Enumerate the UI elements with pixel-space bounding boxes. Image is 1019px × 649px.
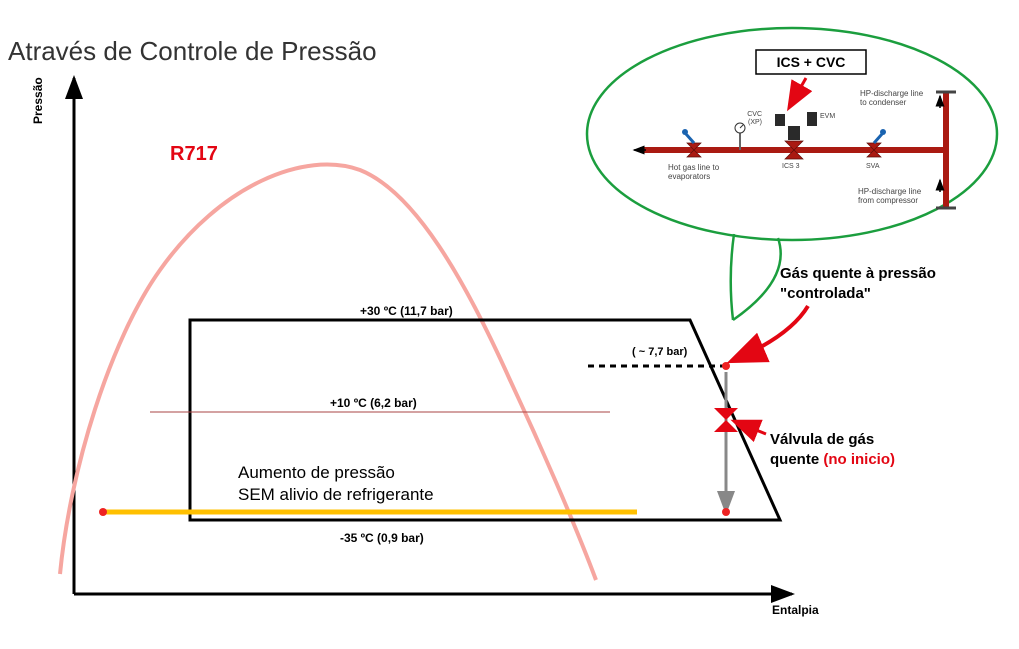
svg-text:HP-discharge line: HP-discharge line bbox=[860, 89, 924, 98]
svg-text:Válvula de gás: Válvula de gás bbox=[770, 431, 874, 448]
svg-text:SEM alivio de refrigerante: SEM alivio de refrigerante bbox=[238, 485, 434, 504]
svg-text:+30 ºC (11,7 bar): +30 ºC (11,7 bar) bbox=[360, 304, 453, 318]
svg-text:( ~ 7,7 bar): ( ~ 7,7 bar) bbox=[632, 346, 688, 358]
svg-text:CVC: CVC bbox=[747, 111, 762, 118]
svg-text:quente (no inicio): quente (no inicio) bbox=[770, 451, 895, 468]
svg-text:SVA: SVA bbox=[866, 163, 880, 170]
svg-text:Aumento de pressão: Aumento de pressão bbox=[238, 463, 395, 482]
svg-text:R717: R717 bbox=[170, 143, 218, 165]
svg-text:evaporators: evaporators bbox=[668, 172, 710, 181]
svg-text:+10 ºC (6,2 bar): +10 ºC (6,2 bar) bbox=[330, 396, 417, 410]
svg-text:ICS 3: ICS 3 bbox=[782, 163, 800, 170]
svg-text:Entalpia: Entalpia bbox=[772, 603, 819, 617]
svg-text:HP-discharge line: HP-discharge line bbox=[858, 187, 922, 196]
svg-text:Gás quente à pressão: Gás quente à pressão bbox=[780, 265, 936, 282]
svg-text:EVM: EVM bbox=[820, 113, 835, 120]
diagram-stage: Através de Controle de Pressão PressãoEn… bbox=[0, 0, 1019, 649]
svg-text:to condenser: to condenser bbox=[860, 98, 907, 107]
svg-text:-35 ºC (0,9 bar): -35 ºC (0,9 bar) bbox=[340, 531, 424, 545]
svg-layer: Pressão Entalpia R717 +30 ºC (11,7 bar) -35 … bbox=[31, 28, 997, 617]
svg-text:"controlada": "controlada" bbox=[780, 285, 871, 302]
diagram-svg: Pressão Entalpia R717 +30 ºC (11,7 bar) -35 … bbox=[0, 0, 1019, 649]
svg-text:Hot gas line to: Hot gas line to bbox=[668, 163, 720, 172]
svg-text:Pressão: Pressão bbox=[31, 77, 45, 124]
svg-text:from compressor: from compressor bbox=[858, 196, 918, 205]
svg-text:ICS + CVC: ICS + CVC bbox=[777, 54, 846, 70]
svg-text:(XP): (XP) bbox=[748, 119, 762, 126]
